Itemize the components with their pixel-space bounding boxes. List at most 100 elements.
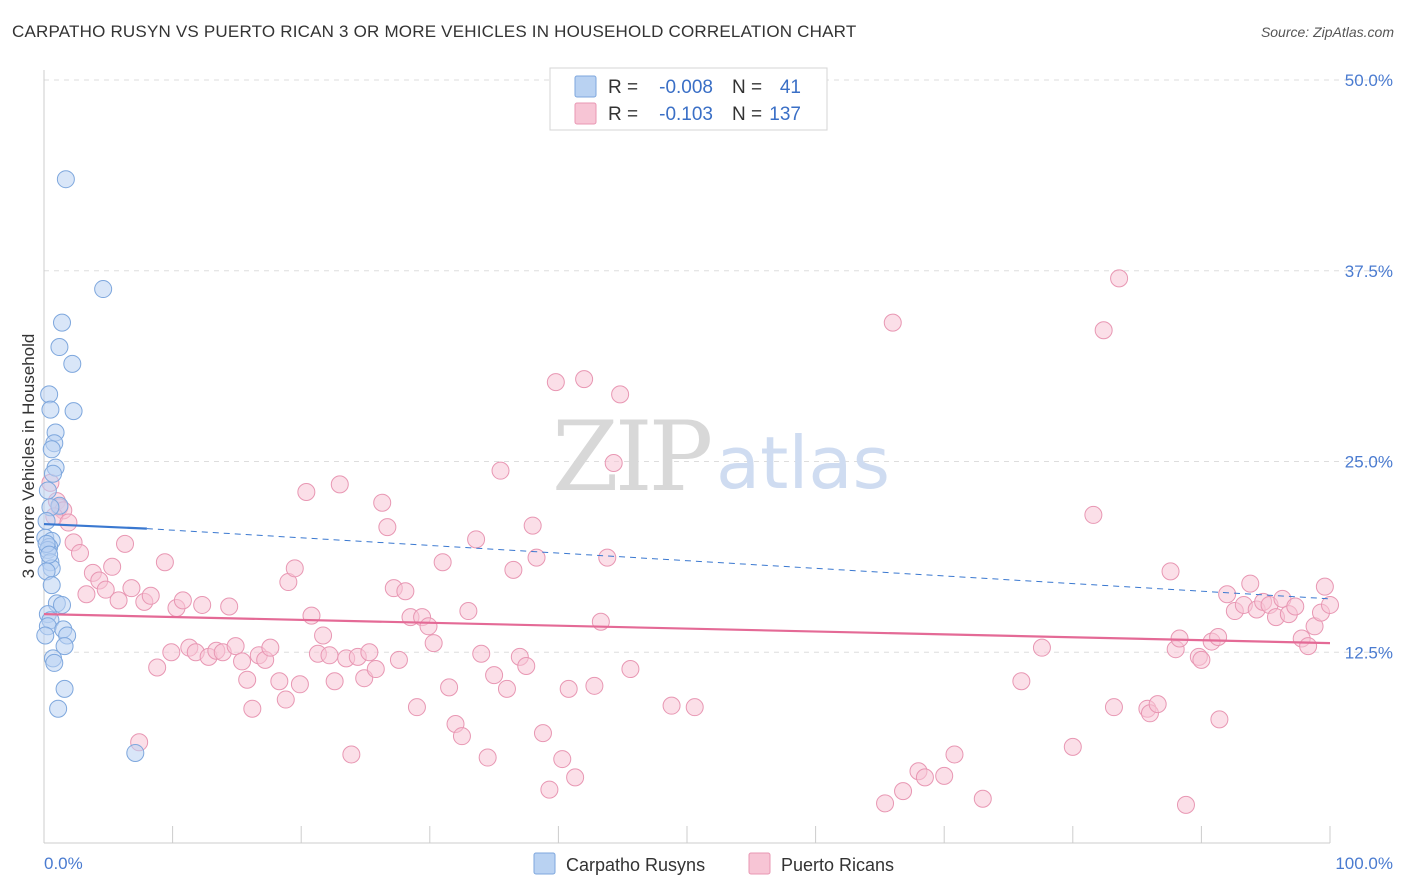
trend-line-carpatho-rusyn-extension [146, 528, 1331, 600]
trend-lines [43, 522, 1331, 645]
puerto-rican-point [325, 672, 344, 691]
puerto-rican-point [894, 782, 913, 801]
puerto-rican-point [546, 373, 565, 392]
puerto-rican-point [1209, 627, 1228, 646]
y-axis-tick-labels: 12.5% 25.0% 37.5% 50.0% [1345, 71, 1393, 662]
puerto-rican-point [220, 597, 239, 616]
puerto-rican-point [883, 313, 902, 332]
puerto-rican-point [419, 617, 438, 636]
puerto-rican-point [330, 475, 349, 494]
puerto-rican-point [96, 580, 115, 599]
puerto-rican-point [566, 768, 585, 787]
puerto-rican-point [1286, 597, 1305, 616]
puerto-rican-point [497, 679, 516, 698]
puerto-rican-point [467, 530, 486, 549]
puerto-rican-point [621, 660, 640, 679]
puerto-rican-point [1176, 795, 1195, 814]
puerto-rican-point [314, 626, 333, 645]
carpatho-rusyn-point [49, 699, 68, 718]
puerto-rican-point [517, 656, 536, 675]
y-tick-label: 12.5% [1345, 643, 1393, 662]
puerto-rican-point [1315, 577, 1334, 596]
carpatho-rusyn-point [40, 385, 59, 404]
puerto-rican-point [523, 516, 542, 535]
carpatho-rusyn-point [50, 338, 69, 357]
puerto-rican-point [116, 534, 135, 553]
carpatho-rusyn-point [63, 354, 82, 373]
puerto-rican-point [320, 646, 339, 665]
carpatho-rusyn-point [45, 653, 64, 672]
legend-swatch-blue [574, 75, 597, 98]
puerto-rican-point [559, 679, 578, 698]
puerto-rican-point [611, 385, 630, 404]
puerto-rican-point [504, 560, 523, 579]
puerto-rican-point [270, 672, 289, 691]
carpatho-rusyn-point [94, 280, 113, 299]
bottom-legend-swatch-blue [533, 852, 556, 875]
puerto-rican-point [71, 544, 90, 563]
puerto-rican-point [155, 553, 174, 572]
puerto-rican-point [1241, 574, 1260, 593]
puerto-rican-point [148, 658, 167, 677]
puerto-rican-point [662, 696, 681, 715]
puerto-rican-point [59, 513, 78, 532]
puerto-rican-point [389, 650, 408, 669]
puerto-rican-point [173, 591, 192, 610]
puerto-rican-point [540, 780, 559, 799]
puerto-rican-point [876, 794, 895, 813]
puerto-rican-point [243, 699, 262, 718]
bottom-legend-swatch-pink [748, 852, 771, 875]
puerto-rican-point [162, 643, 181, 662]
puerto-rican-point [527, 548, 546, 567]
puerto-rican-point [604, 454, 623, 473]
puerto-rican-point [109, 591, 128, 610]
puerto-rican-point [285, 559, 304, 578]
carpatho-rusyn-point [55, 637, 74, 656]
puerto-rican-point [77, 585, 96, 604]
x-axis-ticks [43, 826, 1331, 843]
puerto-rican-point [342, 745, 361, 764]
puerto-rican-point [233, 652, 252, 671]
puerto-rican-point [396, 582, 415, 601]
puerto-rican-point [598, 548, 617, 567]
gridlines [44, 79, 1393, 653]
legend-r-value-pink: -0.103 [659, 104, 713, 125]
puerto-rican-point [1084, 505, 1103, 524]
puerto-rican-point [1161, 562, 1180, 581]
bottom-legend-label-pink: Puerto Ricans [781, 855, 894, 875]
puerto-rican-point [1148, 695, 1167, 714]
legend-n-value-blue: 41 [780, 77, 801, 98]
y-tick-label: 37.5% [1345, 262, 1393, 281]
carpatho-rusyn-point [42, 440, 61, 459]
puerto-rican-point [360, 643, 379, 662]
puerto-rican-point [378, 518, 397, 537]
puerto-rican-point [685, 698, 704, 717]
puerto-rican-point [1110, 269, 1129, 288]
chart-title: CARPATHO RUSYN VS PUERTO RICAN 3 OR MORE… [12, 22, 857, 41]
carpatho-rusyn-point [44, 464, 63, 483]
puerto-rican-point [973, 789, 992, 808]
puerto-rican-point [459, 602, 478, 621]
puerto-rican-point [1063, 737, 1082, 756]
legend-r-label-pink: R = [608, 104, 638, 125]
puerto-rican-point [585, 676, 604, 695]
puerto-rican-point [478, 748, 497, 767]
legend-r-value-blue: -0.008 [659, 77, 713, 98]
puerto-rican-point [935, 766, 954, 785]
legend-r-label-blue: R = [608, 77, 638, 98]
puerto-rican-point [553, 750, 572, 769]
carpatho-rusyn-point [38, 481, 57, 500]
trend-line-puerto-rican [43, 613, 1331, 645]
legend-n-label-pink: N = [732, 104, 762, 125]
puerto-rican-point [122, 579, 141, 598]
puerto-rican-point [193, 595, 212, 614]
series-puerto-ricans [41, 269, 1339, 814]
y-axis-title: 3 or more Vehicles in Household [19, 334, 38, 579]
carpatho-rusyn-point [40, 545, 59, 564]
puerto-rican-point [1210, 710, 1229, 729]
x-tick-label-min: 0.0% [44, 854, 83, 873]
puerto-rican-point [297, 483, 316, 502]
carpatho-rusyn-point [56, 170, 75, 189]
puerto-rican-point [915, 768, 934, 787]
puerto-rican-point [491, 461, 510, 480]
